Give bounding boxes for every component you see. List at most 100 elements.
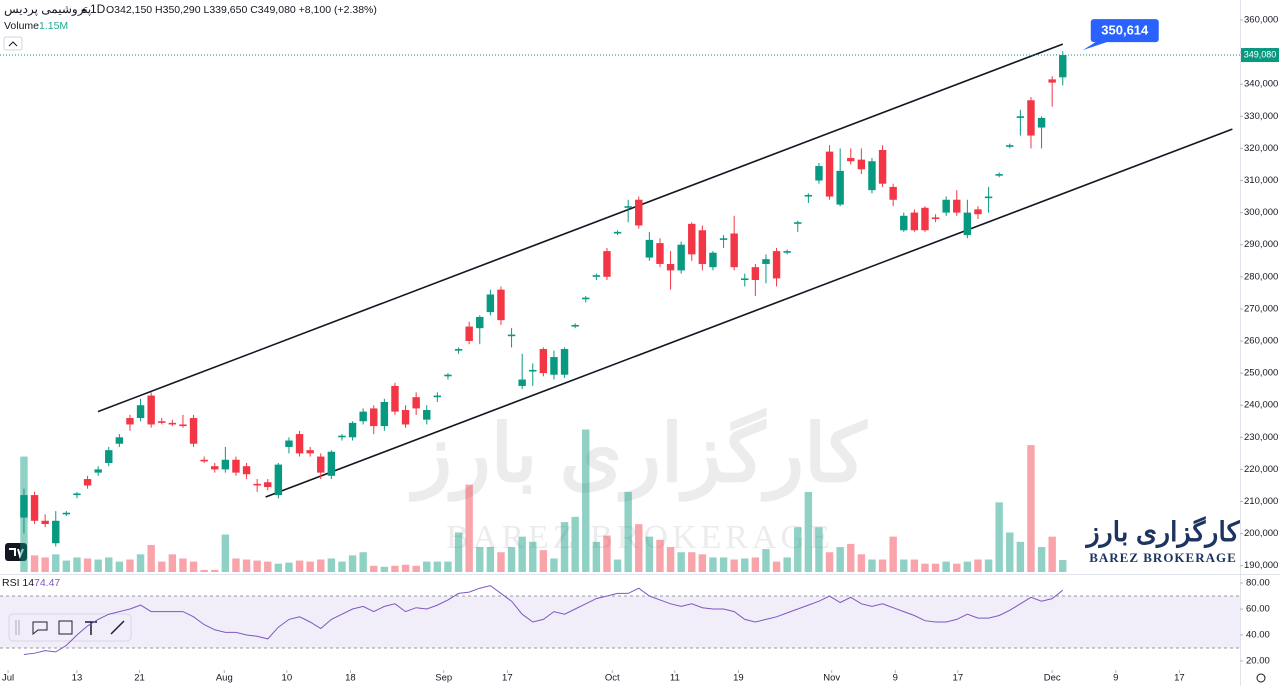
volume-bar	[613, 559, 622, 572]
volume-bar	[30, 555, 39, 572]
tool-path[interactable]	[32, 621, 48, 636]
tool-rect[interactable]	[58, 620, 73, 635]
candle-body	[465, 326, 473, 342]
candle-body	[423, 410, 431, 420]
volume-bar	[963, 561, 972, 572]
volume-bar	[868, 559, 876, 572]
volume-bar	[295, 560, 304, 572]
volume-bar	[306, 561, 314, 572]
candle-body	[836, 170, 844, 205]
tool-line[interactable]	[110, 620, 125, 635]
volume-bar	[571, 516, 579, 572]
volume-bar	[751, 557, 760, 572]
volume-bar	[62, 560, 71, 572]
candle-body	[677, 244, 685, 271]
brand-en: BAREZ BROKERAGE	[1089, 550, 1237, 565]
y-tick-label: 240,000	[1244, 400, 1278, 411]
candle-body	[953, 199, 961, 213]
candle-body	[974, 209, 982, 215]
volume-bar	[115, 561, 124, 572]
volume-bar	[444, 561, 452, 572]
candle-body	[52, 520, 60, 544]
x-tick-label: 10	[282, 673, 293, 684]
volume-bar	[1006, 532, 1014, 572]
volume-bar	[825, 552, 834, 572]
volume-bar	[698, 554, 707, 572]
volume-bar	[41, 557, 49, 572]
volume-bar	[762, 549, 770, 572]
volume-bar	[221, 534, 230, 572]
volume-bar	[794, 527, 802, 572]
rsi-value: 74.47	[34, 577, 60, 589]
trend-line	[265, 128, 1233, 498]
candle-body	[391, 385, 399, 412]
volume-bar	[592, 541, 601, 572]
x-tick-label: 17	[502, 673, 513, 684]
candle-body	[592, 275, 601, 277]
volume-bar	[635, 524, 643, 572]
volume-bar	[83, 558, 92, 572]
x-tick-label: 11	[670, 673, 680, 684]
y-tick-label: 330,000	[1244, 111, 1278, 122]
volume-bar	[317, 559, 325, 572]
candle-body	[1048, 79, 1056, 83]
candle-body	[126, 418, 134, 425]
volume-bar	[476, 547, 484, 572]
candle-body	[253, 483, 261, 486]
candle-body	[762, 259, 770, 264]
volume-bar	[200, 569, 208, 572]
volume-bar	[327, 558, 336, 572]
volume-bar	[603, 535, 611, 572]
collapse-button[interactable]	[3, 36, 23, 51]
candle-body	[984, 196, 993, 199]
volume-bar	[1048, 536, 1056, 572]
rsi-label: RSI 14	[2, 577, 34, 589]
candle-body	[518, 379, 526, 386]
volume-bar	[348, 555, 357, 572]
volume-bar	[1037, 547, 1046, 572]
volume-bar	[741, 558, 749, 572]
volume-bar	[126, 559, 134, 572]
x-tick-label: 18	[345, 673, 356, 684]
candle-body	[285, 440, 293, 447]
candle-body	[550, 357, 558, 375]
rsi-band	[0, 596, 1240, 648]
volume-bar	[518, 536, 526, 572]
callout-label: 350,614	[1101, 23, 1149, 38]
volume-bar	[836, 547, 844, 572]
volume-bar	[423, 561, 431, 572]
candle-body	[189, 418, 198, 444]
y-tick-label: 310,000	[1244, 175, 1278, 186]
candle-body	[136, 405, 145, 419]
volume-bar	[1016, 541, 1025, 572]
candle-body	[30, 495, 39, 521]
volume-bar	[179, 558, 187, 572]
volume-bar	[878, 559, 887, 572]
volume-bar	[984, 559, 993, 572]
volume-bar	[656, 539, 664, 572]
candle-body	[274, 464, 283, 496]
candle-body	[868, 161, 876, 191]
candle-body	[476, 316, 484, 329]
settings-button[interactable]	[1256, 673, 1266, 683]
drag-handle[interactable]	[15, 620, 20, 635]
volume-bar	[815, 527, 823, 572]
volume-bar	[370, 565, 378, 572]
volume-bar	[772, 561, 781, 572]
candle-body	[20, 495, 28, 518]
tv-logo	[5, 543, 27, 561]
candle-body	[242, 466, 251, 475]
volume-bar	[433, 561, 442, 572]
x-tick-label: Oct	[605, 673, 620, 684]
x-tick-label: 9	[893, 673, 898, 684]
candle-body	[645, 239, 654, 258]
candle-body	[200, 459, 208, 462]
tv-logo-mark	[9, 548, 24, 559]
volume-bar	[285, 562, 293, 572]
candle-body	[168, 422, 177, 425]
y-tick-label: 360,000	[1244, 15, 1278, 26]
candle-body	[348, 422, 357, 438]
volume-bar	[264, 561, 272, 572]
